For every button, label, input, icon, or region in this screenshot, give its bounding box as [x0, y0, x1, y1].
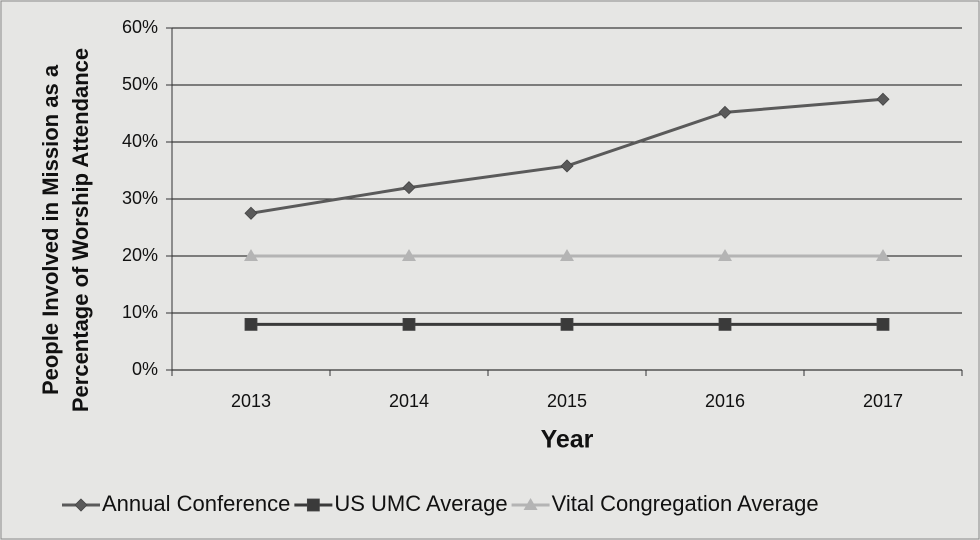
marker: [244, 317, 258, 331]
marker: [876, 249, 890, 261]
y-axis-title: People Involved in Mission as a Percenta…: [38, 48, 93, 412]
y-tick-label: 40%: [122, 131, 158, 151]
marker: [244, 249, 258, 261]
marker: [876, 92, 890, 106]
marker: [560, 249, 574, 261]
marker: [402, 181, 416, 195]
y-tick-label: 0%: [132, 359, 158, 379]
y-tick-label: 10%: [122, 302, 158, 322]
marker: [718, 105, 732, 119]
legend-label: Vital Congregation Average: [552, 491, 819, 516]
marker: [402, 317, 416, 331]
marker: [244, 206, 258, 220]
y-axis-title-line: People Involved in Mission as a: [38, 64, 63, 395]
y-axis-title-line: Percentage of Worship Attendance: [68, 48, 93, 412]
x-tick-label: 2013: [231, 391, 271, 411]
y-tick-label: 30%: [122, 188, 158, 208]
y-tick-label: 20%: [122, 245, 158, 265]
x-tick-label: 2016: [705, 391, 745, 411]
x-tick-label: 2017: [863, 391, 903, 411]
marker: [718, 317, 732, 331]
x-tick-label: 2014: [389, 391, 429, 411]
marker: [523, 498, 538, 510]
marker: [876, 317, 890, 331]
marker: [74, 498, 88, 512]
y-tick-label: 60%: [122, 17, 158, 37]
x-tick-label: 2015: [547, 391, 587, 411]
marker: [560, 317, 574, 331]
legend-label: US UMC Average: [334, 491, 507, 516]
marker: [402, 249, 416, 261]
marker: [306, 498, 320, 512]
y-tick-label: 50%: [122, 74, 158, 94]
x-axis-title: Year: [541, 426, 594, 454]
marker: [560, 159, 574, 173]
marker: [718, 249, 732, 261]
legend-label: Annual Conference: [102, 491, 290, 516]
